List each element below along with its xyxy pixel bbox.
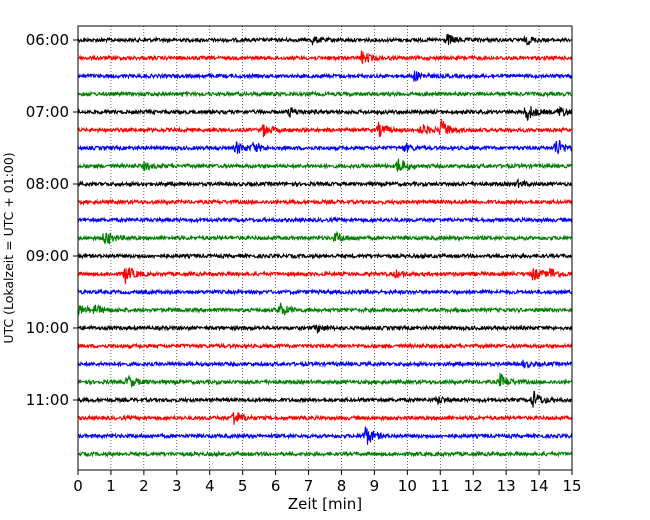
x-tick-label: 5 (238, 477, 248, 495)
trace-07:00 (77, 105, 573, 121)
plot-frame (77, 25, 573, 471)
trace-07:30 (77, 139, 573, 155)
y-tick-label: 11:00 (26, 391, 69, 409)
x-tick-label: 15 (562, 477, 581, 495)
trace-09:45 (77, 302, 573, 316)
y-tick-label: 10:00 (26, 319, 69, 337)
trace-07:15 (77, 118, 573, 138)
trace-10:30 (77, 359, 573, 370)
trace-08:30 (77, 216, 573, 224)
x-tick-label: 6 (271, 477, 281, 495)
x-tick-label: 10 (398, 477, 417, 495)
trace-11:45 (77, 450, 573, 458)
y-tick-label: 07:00 (26, 103, 69, 121)
trace-06:00 (77, 33, 573, 47)
x-tick-label: 7 (304, 477, 314, 495)
y-tick-label: 09:00 (26, 247, 69, 265)
x-tick-label: 2 (139, 477, 149, 495)
trace-11:00 (77, 390, 573, 408)
x-tick-label: 8 (337, 477, 347, 495)
trace-11:15 (77, 412, 573, 425)
trace-10:45 (77, 372, 573, 388)
trace-06:45 (77, 90, 573, 98)
x-tick-label: 3 (172, 477, 182, 495)
trace-09:30 (77, 288, 573, 296)
x-tick-label: 14 (530, 477, 549, 495)
y-axis-label: UTC (Lokalzeit = UTC + 01:00) (1, 152, 16, 343)
grid-lines (110, 26, 540, 470)
x-tick-label: 12 (464, 477, 483, 495)
y-tick-label: 08:00 (26, 175, 69, 193)
trace-10:15 (77, 342, 573, 350)
trace-08:15 (77, 198, 573, 206)
x-tick-label: 0 (73, 477, 83, 495)
trace-10:00 (77, 323, 573, 334)
y-axis-ticks: 06:00 07:00 08:00 09:00 10:00 11:00 (26, 31, 78, 409)
trace-09:00 (77, 252, 573, 260)
x-tick-label: 9 (370, 477, 380, 495)
x-tick-label: 4 (205, 477, 215, 495)
y-tick-label: 06:00 (26, 31, 69, 49)
trace-09:15 (77, 267, 573, 285)
x-tick-label: 13 (497, 477, 516, 495)
x-tick-label: 11 (431, 477, 450, 495)
x-axis-label: Zeit [min] (288, 495, 362, 513)
x-axis-ticks: 0 1 2 3 4 5 6 7 8 9 10 11 12 13 14 15 (73, 470, 582, 495)
trace-group (77, 33, 573, 458)
trace-06:30 (77, 70, 573, 82)
x-tick-label: 1 (106, 477, 116, 495)
trace-11:30 (77, 426, 573, 445)
trace-07:45 (77, 158, 573, 172)
trace-08:45 (77, 230, 573, 245)
trace-08:00 (77, 177, 573, 189)
trace-06:15 (77, 50, 573, 64)
